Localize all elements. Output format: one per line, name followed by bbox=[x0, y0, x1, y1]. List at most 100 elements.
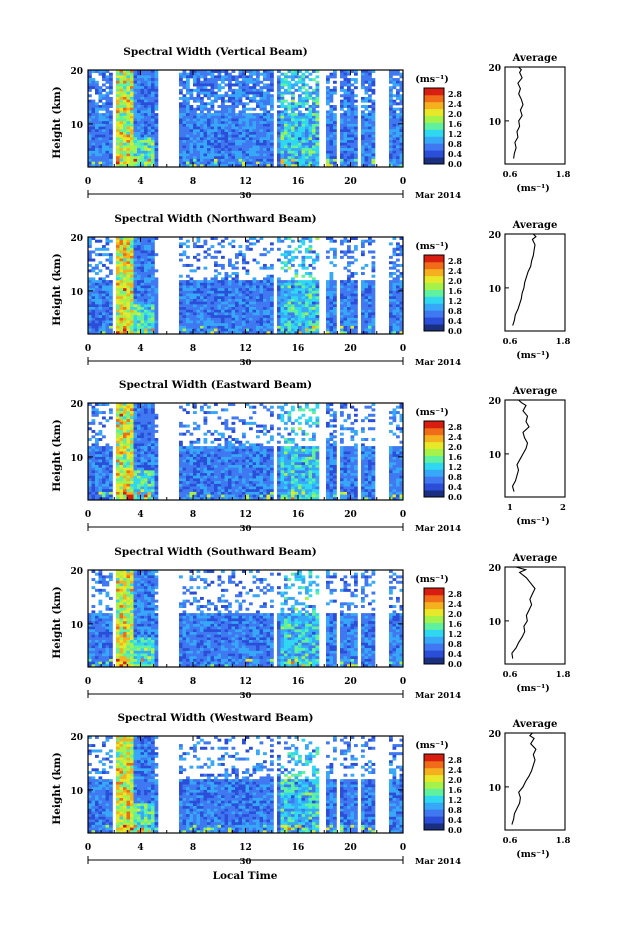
average-frame bbox=[505, 567, 565, 664]
colorbar-swatch bbox=[424, 136, 444, 143]
average-title: Average bbox=[512, 386, 558, 397]
average-x-tick-label: 0.6 bbox=[503, 170, 518, 180]
x-tick-label: 12 bbox=[239, 510, 252, 520]
x-tick-label: 20 bbox=[344, 344, 357, 354]
colorbar-tick-label: 0.8 bbox=[448, 805, 462, 815]
colorbar-swatch bbox=[424, 809, 444, 816]
y-tick-label: 10 bbox=[70, 121, 83, 131]
x-tick-label: 4 bbox=[137, 344, 143, 354]
x-tick-label: 0 bbox=[400, 843, 406, 853]
colorbar-swatch bbox=[424, 816, 444, 823]
x-tick-label: 12 bbox=[239, 177, 252, 187]
panel-title: Spectral Width (Northward Beam) bbox=[114, 213, 316, 225]
average-y-tick-label: 20 bbox=[488, 564, 501, 574]
date-day-label: 30 bbox=[240, 524, 252, 534]
colorbar-swatch bbox=[424, 643, 444, 650]
x-tick-label: 16 bbox=[292, 677, 305, 687]
panel-title: Spectral Width (Vertical Beam) bbox=[123, 46, 307, 58]
colorbar-swatch bbox=[424, 657, 444, 664]
average-x-tick-label: 0.6 bbox=[503, 337, 518, 347]
colorbar-tick-label: 0.0 bbox=[448, 659, 462, 669]
colorbar-swatch bbox=[424, 109, 444, 116]
colorbar-tick-label: 0.4 bbox=[448, 316, 462, 326]
heatmap-cells bbox=[88, 70, 403, 167]
colorbar-swatch bbox=[424, 588, 444, 595]
x-tick-label: 16 bbox=[292, 843, 305, 853]
average-x-tick-label: 2 bbox=[560, 503, 566, 513]
colorbar-swatch bbox=[424, 102, 444, 109]
colorbar-tick-label: 0.4 bbox=[448, 149, 462, 159]
average-y-tick-label: 20 bbox=[488, 730, 501, 740]
x-tick-label: 4 bbox=[137, 843, 143, 853]
colorbar-unit: (ms⁻¹) bbox=[415, 241, 449, 252]
colorbar-swatch bbox=[424, 95, 444, 102]
x-tick-label: 12 bbox=[239, 344, 252, 354]
colorbar-swatch bbox=[424, 317, 444, 324]
average-x-tick-label: 1.8 bbox=[556, 337, 571, 347]
x-tick-label: 0 bbox=[85, 843, 91, 853]
colorbar-swatch bbox=[424, 442, 444, 449]
colorbar-swatch bbox=[424, 775, 444, 782]
colorbar-swatch bbox=[424, 616, 444, 623]
colorbar-tick-label: 1.6 bbox=[448, 785, 462, 795]
colorbar-swatch bbox=[424, 421, 444, 428]
colorbar-tick-label: 0.8 bbox=[448, 306, 462, 316]
colorbar-swatch bbox=[424, 768, 444, 775]
y-tick-label: 20 bbox=[70, 733, 83, 743]
colorbar-swatch bbox=[424, 296, 444, 303]
colorbar-tick-label: 1.2 bbox=[448, 462, 462, 472]
colorbar-tick-label: 1.2 bbox=[448, 795, 462, 805]
colorbar-swatch bbox=[424, 435, 444, 442]
colorbar-swatch bbox=[424, 462, 444, 469]
heatmap-cells bbox=[88, 570, 403, 667]
colorbar-unit: (ms⁻¹) bbox=[415, 74, 449, 85]
x-tick-label: 12 bbox=[239, 843, 252, 853]
colorbar-swatch bbox=[424, 290, 444, 297]
colorbar-swatch bbox=[424, 469, 444, 476]
colorbar-swatch bbox=[424, 150, 444, 157]
x-tick-label: 8 bbox=[190, 344, 196, 354]
colorbar-tick-label: 0.4 bbox=[448, 482, 462, 492]
average-y-tick-label: 20 bbox=[488, 64, 501, 74]
colorbar-tick-label: 0.0 bbox=[448, 492, 462, 502]
colorbar-tick-label: 2.0 bbox=[448, 109, 462, 119]
colorbar-swatch bbox=[424, 157, 444, 164]
colorbar-swatch bbox=[424, 428, 444, 435]
date-day-label: 30 bbox=[240, 857, 252, 867]
average-title: Average bbox=[512, 719, 558, 730]
colorbar-swatch bbox=[424, 490, 444, 497]
x-tick-label: 0 bbox=[85, 344, 91, 354]
colorbar-tick-label: 0.8 bbox=[448, 139, 462, 149]
average-y-tick-label: 10 bbox=[488, 784, 501, 794]
date-month-label: Mar 2014 bbox=[415, 857, 461, 867]
colorbar-swatch bbox=[424, 324, 444, 331]
x-tick-label: 0 bbox=[400, 510, 406, 520]
y-tick-label: 10 bbox=[70, 454, 83, 464]
colorbar-swatch bbox=[424, 255, 444, 262]
average-frame bbox=[505, 67, 565, 164]
colorbar-swatch bbox=[424, 310, 444, 317]
colorbar-swatch bbox=[424, 143, 444, 150]
colorbar-tick-label: 2.4 bbox=[448, 432, 462, 442]
x-tick-label: 0 bbox=[85, 510, 91, 520]
colorbar-tick-label: 1.6 bbox=[448, 119, 462, 129]
x-tick-label: 8 bbox=[190, 677, 196, 687]
colorbar-swatch bbox=[424, 262, 444, 269]
y-tick-label: 20 bbox=[70, 234, 83, 244]
date-day-label: 30 bbox=[240, 358, 252, 368]
date-month-label: Mar 2014 bbox=[415, 358, 461, 368]
average-y-tick-label: 10 bbox=[488, 618, 501, 628]
colorbar-tick-label: 2.4 bbox=[448, 99, 462, 109]
average-title: Average bbox=[512, 553, 558, 564]
y-axis-label: Height (km) bbox=[51, 253, 63, 325]
y-axis-label: Height (km) bbox=[51, 586, 63, 658]
colorbar-tick-label: 1.2 bbox=[448, 129, 462, 139]
colorbar-swatch bbox=[424, 802, 444, 809]
colorbar-tick-label: 1.2 bbox=[448, 296, 462, 306]
colorbar-tick-label: 0.0 bbox=[448, 825, 462, 835]
y-tick-label: 20 bbox=[70, 67, 83, 77]
colorbar-swatch bbox=[424, 276, 444, 283]
colorbar-tick-label: 2.8 bbox=[448, 589, 462, 599]
y-tick-label: 20 bbox=[70, 400, 83, 410]
colorbar-tick-label: 1.6 bbox=[448, 619, 462, 629]
